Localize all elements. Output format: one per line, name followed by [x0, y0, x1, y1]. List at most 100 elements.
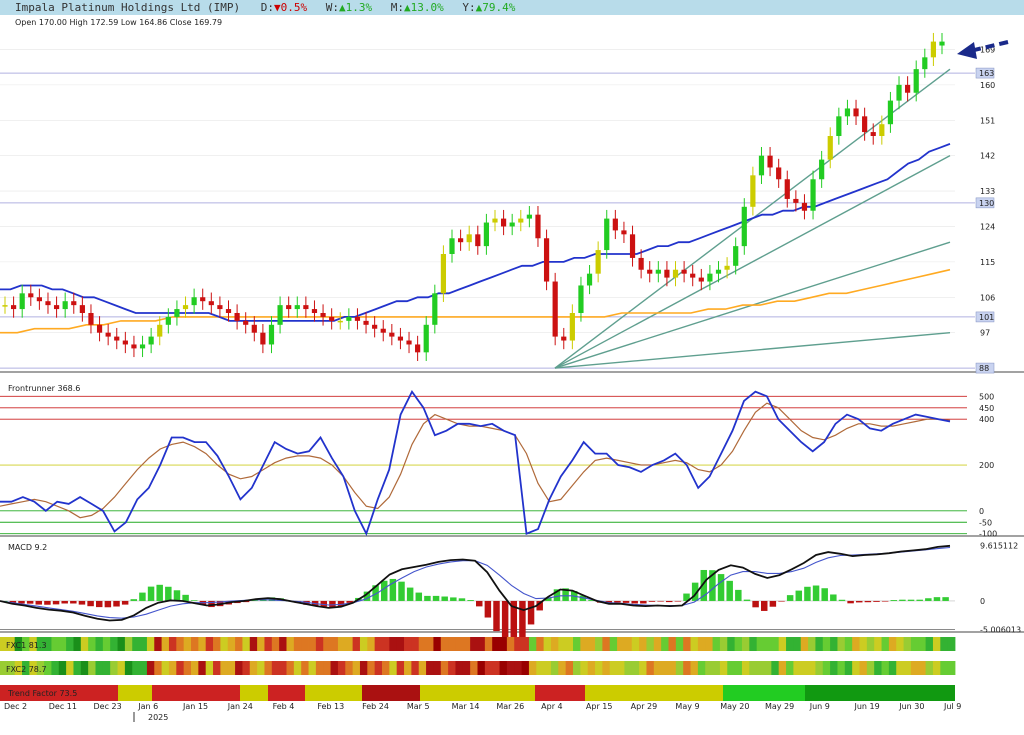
- macd-histogram-bar: [346, 600, 353, 603]
- heat-cell: [808, 637, 816, 651]
- heat-cell: [521, 661, 530, 675]
- candle-body: [79, 305, 85, 313]
- heat-cell: [58, 661, 67, 675]
- heat-cell: [14, 637, 23, 651]
- heat-cell: [653, 637, 662, 651]
- heat-cell: [932, 637, 941, 651]
- heat-cell: [345, 661, 354, 675]
- heat-cell: [308, 661, 317, 675]
- heat-cell: [345, 637, 354, 651]
- candle-body: [758, 155, 765, 176]
- heat-cell: [910, 661, 919, 675]
- heat-cell: [514, 637, 522, 651]
- candle-body: [122, 340, 128, 345]
- candle-body: [260, 332, 266, 345]
- heat-cell: [242, 661, 251, 675]
- heat-cell: [771, 661, 780, 675]
- heat-cell: [940, 661, 949, 675]
- trend-factor-block: [805, 685, 955, 701]
- candle-body: [96, 324, 103, 333]
- heat-cell: [528, 637, 537, 651]
- heat-cell: [609, 661, 618, 675]
- heat-cell: [697, 661, 706, 675]
- candle-body: [62, 301, 68, 310]
- price-tick-label: 115: [980, 258, 995, 267]
- macd-histogram-bar: [691, 582, 699, 601]
- macd-histogram-bar: [87, 600, 94, 607]
- macd-histogram-bar: [501, 600, 509, 641]
- candle-body: [440, 254, 447, 294]
- heat-cell: [896, 637, 904, 651]
- heat-cell: [88, 637, 96, 651]
- heat-cell: [521, 637, 530, 651]
- macd-histogram-bar: [441, 596, 448, 601]
- heat-cell: [543, 661, 552, 675]
- daily-change: D:▼0.5%: [260, 1, 308, 14]
- heat-cell: [683, 637, 691, 651]
- macd-histogram-bar: [761, 600, 768, 611]
- candle-body: [303, 305, 309, 310]
- candle-body: [844, 108, 851, 117]
- heat-cell: [786, 637, 794, 651]
- heat-cell: [506, 637, 515, 651]
- x-tick-label: Feb 13: [317, 702, 344, 711]
- macd-histogram-bar: [735, 589, 742, 601]
- candle-body: [913, 69, 919, 93]
- candle-body: [569, 313, 575, 341]
- heat-cell: [852, 637, 860, 651]
- frontrunner-tick-label: -100: [979, 530, 997, 539]
- candle-body: [380, 328, 386, 333]
- price-level-box: [975, 67, 995, 79]
- heat-cell: [227, 637, 236, 651]
- heat-cell: [756, 637, 765, 651]
- heat-cell: [396, 661, 405, 675]
- frontrunner-tick-label: 400: [979, 415, 994, 424]
- heat-cell: [426, 637, 434, 651]
- heat-cell: [896, 661, 904, 675]
- price-tick-label: 97: [980, 329, 990, 338]
- heat-cell: [367, 637, 376, 651]
- heat-cell: [499, 661, 508, 675]
- candle-body: [887, 100, 894, 125]
- candle-body: [939, 41, 945, 46]
- heat-cell: [492, 637, 500, 651]
- heat-cell: [866, 637, 875, 651]
- heat-cell: [146, 661, 155, 675]
- macd-histogram-bar: [96, 600, 103, 608]
- candle-body: [311, 309, 318, 313]
- candle-body: [862, 116, 868, 133]
- macd-histogram-bar: [778, 600, 785, 602]
- macd-histogram-bar: [381, 580, 388, 601]
- candle-body: [784, 179, 790, 199]
- x-tick-label: Apr 15: [586, 702, 613, 711]
- candle-body: [681, 269, 687, 274]
- candle-body: [277, 305, 283, 325]
- macd-histogram-bar: [147, 586, 155, 601]
- macd-histogram-bar: [182, 594, 189, 601]
- heat-cell: [139, 637, 148, 651]
- heat-cell: [271, 661, 280, 675]
- heat-cell: [404, 637, 412, 651]
- candle-body: [586, 273, 593, 286]
- heat-cell: [44, 661, 52, 675]
- candle-body: [286, 305, 292, 310]
- x-tick-label: Mar 5: [407, 702, 430, 711]
- heat-cell: [22, 661, 30, 675]
- heat-cell: [102, 637, 111, 651]
- candle-body: [389, 332, 395, 337]
- heat-cell: [301, 661, 309, 675]
- heat-cell: [697, 637, 706, 651]
- candle-body: [363, 320, 369, 325]
- candle-body: [801, 202, 808, 211]
- heat-cell: [73, 637, 82, 651]
- heat-cell: [271, 637, 280, 651]
- candle-body: [905, 84, 911, 93]
- candle-body: [131, 344, 137, 349]
- macd-histogram-bar: [191, 600, 198, 601]
- x-tick-label: Feb 24: [362, 702, 389, 711]
- candle-body: [225, 309, 232, 313]
- heat-cell: [624, 637, 633, 651]
- heat-cell: [359, 637, 368, 651]
- heat-cell: [668, 637, 677, 651]
- heat-cell: [727, 661, 736, 675]
